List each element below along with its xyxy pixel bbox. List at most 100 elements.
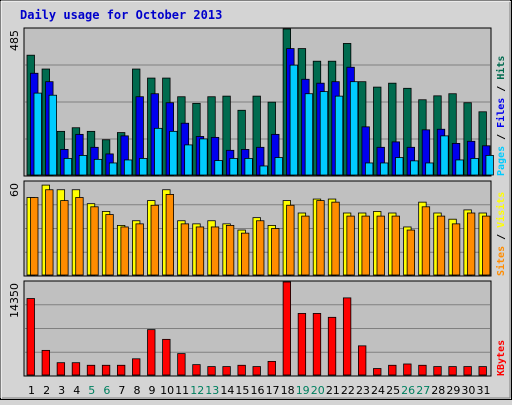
bar-pages-day-18 <box>289 64 298 176</box>
bar-pages-day-11 <box>184 144 193 176</box>
panel-visits_sites: 60 Sites / Visits <box>8 180 507 277</box>
y-max-label-visits_sites: 60 <box>8 183 21 197</box>
panels-group: 485 Pages / Files / Hits 60 Sites / Visits 1… <box>8 27 507 377</box>
x-tick-label-day-21: 21 <box>326 384 340 397</box>
legend-kbytes: KBytes <box>496 340 507 376</box>
bar-kbytes-day-28 <box>433 366 442 376</box>
bar-kbytes-day-3 <box>56 362 66 376</box>
bar-pages-day-12 <box>199 138 208 176</box>
bar-kbytes-day-10 <box>162 338 171 376</box>
x-tick-label-day-20: 20 <box>311 384 325 397</box>
bar-sites-day-9 <box>150 204 159 276</box>
bar-kbytes-day-4 <box>71 362 81 376</box>
bar-pages-day-5 <box>93 158 103 176</box>
bar-pages-day-17 <box>274 157 283 176</box>
bar-sites-day-7 <box>120 226 129 276</box>
bar-pages-day-1 <box>33 92 42 176</box>
bar-sites-day-19 <box>301 215 310 276</box>
x-tick-label-day-23: 23 <box>356 384 370 397</box>
x-tick-label-day-11: 11 <box>175 384 189 397</box>
x-tick-label-day-6: 6 <box>103 384 110 397</box>
bar-kbytes-day-22 <box>342 297 352 376</box>
bar-pages-day-2 <box>48 94 57 176</box>
bar-pages-day-13 <box>214 160 223 176</box>
bar-sites-day-25 <box>391 215 400 276</box>
bar-sites-day-30 <box>466 212 476 276</box>
bar-sites-day-11 <box>180 223 190 276</box>
bar-sites-day-6 <box>105 214 114 276</box>
bar-pages-day-23 <box>365 162 374 176</box>
bar-pages-day-4 <box>78 155 88 176</box>
bar-kbytes-day-23 <box>358 345 367 376</box>
panel-hits_files_pages: 485 Pages / Files / Hits <box>8 27 507 177</box>
x-tick-label-day-26: 26 <box>401 384 415 397</box>
bar-kbytes-day-13 <box>207 366 216 376</box>
bar-sites-day-26 <box>406 229 416 276</box>
x-tick-label-day-27: 27 <box>416 384 430 397</box>
bar-sites-day-24 <box>376 215 385 276</box>
x-tick-label-day-28: 28 <box>431 384 445 397</box>
bar-pages-day-24 <box>380 162 389 176</box>
bar-kbytes-day-20 <box>312 313 322 376</box>
x-tick-label-day-12: 12 <box>190 384 204 397</box>
x-tick-label-day-4: 4 <box>73 384 80 397</box>
bar-kbytes-day-8 <box>132 358 141 376</box>
bar-pages-day-8 <box>139 158 148 176</box>
bar-sites-day-8 <box>135 223 144 276</box>
bar-sites-day-13 <box>210 226 220 276</box>
bar-sites-day-23 <box>361 215 370 276</box>
bar-pages-day-15 <box>244 158 253 176</box>
legend-separator: / <box>496 128 507 146</box>
bar-pages-day-7 <box>123 159 133 176</box>
bar-pages-day-14 <box>229 158 238 176</box>
bar-pages-day-30 <box>470 158 479 176</box>
bar-pages-day-22 <box>349 81 359 176</box>
x-tick-label-day-19: 19 <box>296 384 310 397</box>
bar-sites-day-22 <box>346 215 355 276</box>
bar-sites-day-18 <box>286 204 295 276</box>
legend-item-pages: Pages <box>496 146 507 176</box>
chart-title: Daily usage for October 2013 <box>20 8 222 22</box>
bar-sites-day-10 <box>165 193 174 276</box>
x-tick-label-day-14: 14 <box>220 384 234 397</box>
x-tick-label-day-8: 8 <box>133 384 140 397</box>
bar-sites-day-4 <box>75 197 84 276</box>
x-tick-label-day-10: 10 <box>160 384 174 397</box>
x-tick-label-day-3: 3 <box>58 384 65 397</box>
bar-kbytes-day-12 <box>192 364 201 376</box>
bar-sites-day-12 <box>195 226 205 276</box>
bar-pages-day-27 <box>425 162 434 176</box>
x-tick-label-day-15: 15 <box>235 384 249 397</box>
bar-kbytes-day-30 <box>463 366 472 376</box>
bar-sites-day-2 <box>45 189 54 276</box>
legend-separator: / <box>496 228 507 246</box>
x-tick-label-day-22: 22 <box>341 384 355 397</box>
x-tick-label-day-18: 18 <box>281 384 295 397</box>
bar-kbytes-day-5 <box>86 364 96 376</box>
legend-item-kbytes: KBytes <box>496 340 507 376</box>
x-tick-label-day-16: 16 <box>251 384 265 397</box>
bar-kbytes-day-16 <box>252 366 261 376</box>
bar-sites-day-27 <box>421 206 431 276</box>
bar-sites-day-1 <box>30 197 39 276</box>
x-tick-label-day-17: 17 <box>266 384 280 397</box>
x-tick-label-day-29: 29 <box>446 384 460 397</box>
bar-kbytes-day-29 <box>448 366 457 376</box>
bar-pages-day-16 <box>259 165 268 176</box>
bar-sites-day-28 <box>436 215 446 276</box>
bar-pages-day-20 <box>319 91 329 176</box>
bar-sites-day-21 <box>331 201 340 276</box>
legend-item-hits: Hits <box>495 56 507 80</box>
bar-kbytes-day-17 <box>267 360 276 376</box>
bar-pages-day-6 <box>108 162 118 176</box>
bar-sites-day-17 <box>271 228 280 276</box>
bar-pages-day-25 <box>395 157 404 176</box>
x-tick-label-day-13: 13 <box>205 384 219 397</box>
x-tick-label-day-30: 30 <box>461 384 475 397</box>
bar-pages-day-26 <box>410 160 419 176</box>
bar-sites-day-20 <box>316 200 325 276</box>
x-tick-label-day-25: 25 <box>386 384 400 397</box>
bar-kbytes-day-6 <box>101 364 111 376</box>
bar-kbytes-day-2 <box>41 349 50 376</box>
